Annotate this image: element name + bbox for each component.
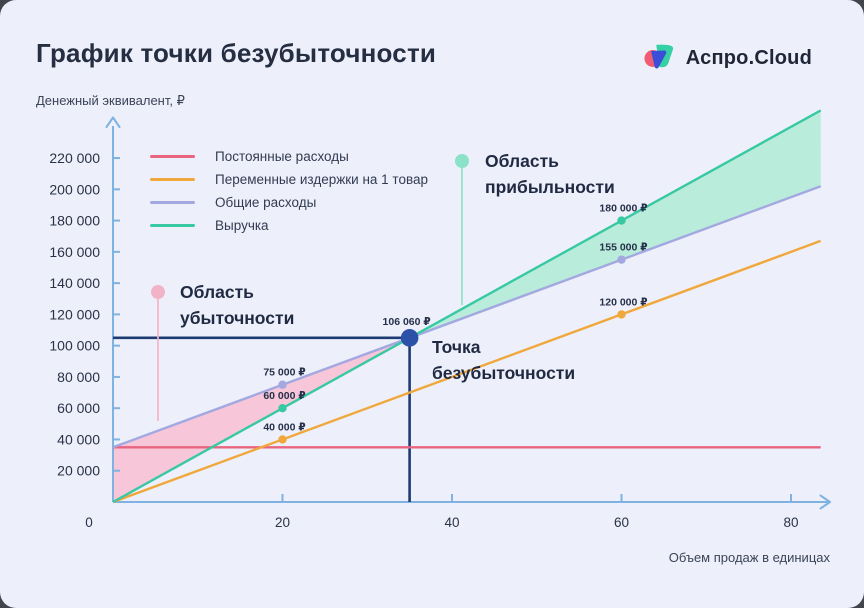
x-tick-label: 80: [783, 515, 798, 530]
data-point-label: 155 000 ₽: [599, 242, 647, 254]
legend-label: Выручка: [215, 218, 269, 233]
series-line-1: [112, 239, 822, 504]
y-tick-label: 40 000: [57, 431, 100, 447]
y-tick-label: 120 000: [49, 306, 100, 322]
break-even-value-label: 106 060 ₽: [383, 316, 431, 328]
legend-label: Переменные издержки на 1 товар: [215, 172, 428, 187]
series-line-2: [112, 185, 822, 449]
y-tick-label: 160 000: [49, 244, 100, 260]
data-point-label: 60 000 ₽: [263, 390, 305, 402]
aspro-cloud-logo-icon: [644, 44, 673, 69]
break-even-annotation-text: Точка безубыточности: [432, 337, 576, 383]
loss-annotation-line: [157, 297, 159, 421]
loss-annotation-text: Область убыточности: [180, 282, 295, 328]
break-even-point: [400, 329, 419, 347]
data-point: [278, 403, 287, 413]
data-point-label: 40 000 ₽: [263, 421, 305, 433]
brand-name: Аспро.Cloud: [685, 46, 812, 69]
profit-annotation-dot: [455, 154, 469, 168]
y-axis-label: Денежный эквивалент, ₽: [36, 93, 185, 108]
legend-swatch: [150, 178, 195, 181]
legend-label: Постоянные расходы: [215, 149, 349, 164]
brand: Аспро.Cloud: [644, 42, 812, 74]
data-point: [617, 216, 626, 225]
y-tick-label: 140 000: [49, 275, 100, 291]
legend-swatch: [150, 155, 195, 158]
y-tick-label: 20 000: [57, 463, 100, 479]
y-tick-label: 180 000: [49, 213, 100, 229]
page-title: График точки безубыточности: [36, 38, 437, 68]
legend-item-total-costs: Общие расходы: [150, 191, 428, 214]
x-tick-label: 20: [275, 515, 290, 530]
legend-swatch: [150, 224, 195, 227]
data-point: [617, 310, 626, 319]
y-axis-arrow-icon: [105, 116, 121, 128]
legend-swatch: [150, 201, 195, 204]
y-tick-label: 80 000: [57, 369, 100, 385]
legend-item-variable-costs: Переменные издержки на 1 товар: [150, 168, 428, 191]
data-point: [278, 380, 287, 389]
data-point-label: 75 000 ₽: [263, 367, 305, 379]
data-point-label: 180 000 ₽: [599, 203, 647, 215]
data-point-label: 120 000 ₽: [599, 296, 647, 308]
y-tick-label: 100 000: [49, 338, 100, 354]
x-axis-label: Объем продаж в единицах: [668, 550, 830, 565]
x-tick-label: 60: [614, 515, 629, 530]
x-axis-arrow-icon: [819, 494, 831, 510]
loss-annotation-dot: [151, 285, 165, 299]
y-tick-label: 220 000: [49, 150, 100, 166]
profit-annotation-line: [461, 166, 463, 305]
legend-item-revenue: Выручка: [150, 214, 428, 237]
y-tick-label: 200 000: [49, 181, 100, 197]
data-point: [617, 255, 626, 264]
profit-annotation-text: Область прибыльности: [485, 151, 615, 197]
origin-tick-label: 0: [85, 515, 93, 530]
chart-legend: Постоянные расходы Переменные издержки н…: [150, 145, 428, 237]
legend-item-fixed-costs: Постоянные расходы: [150, 145, 428, 168]
legend-label: Общие расходы: [215, 195, 317, 210]
y-tick-label: 60 000: [57, 400, 100, 416]
series-line-3: [112, 109, 822, 504]
x-tick-label: 40: [444, 515, 459, 530]
data-point: [278, 435, 287, 444]
